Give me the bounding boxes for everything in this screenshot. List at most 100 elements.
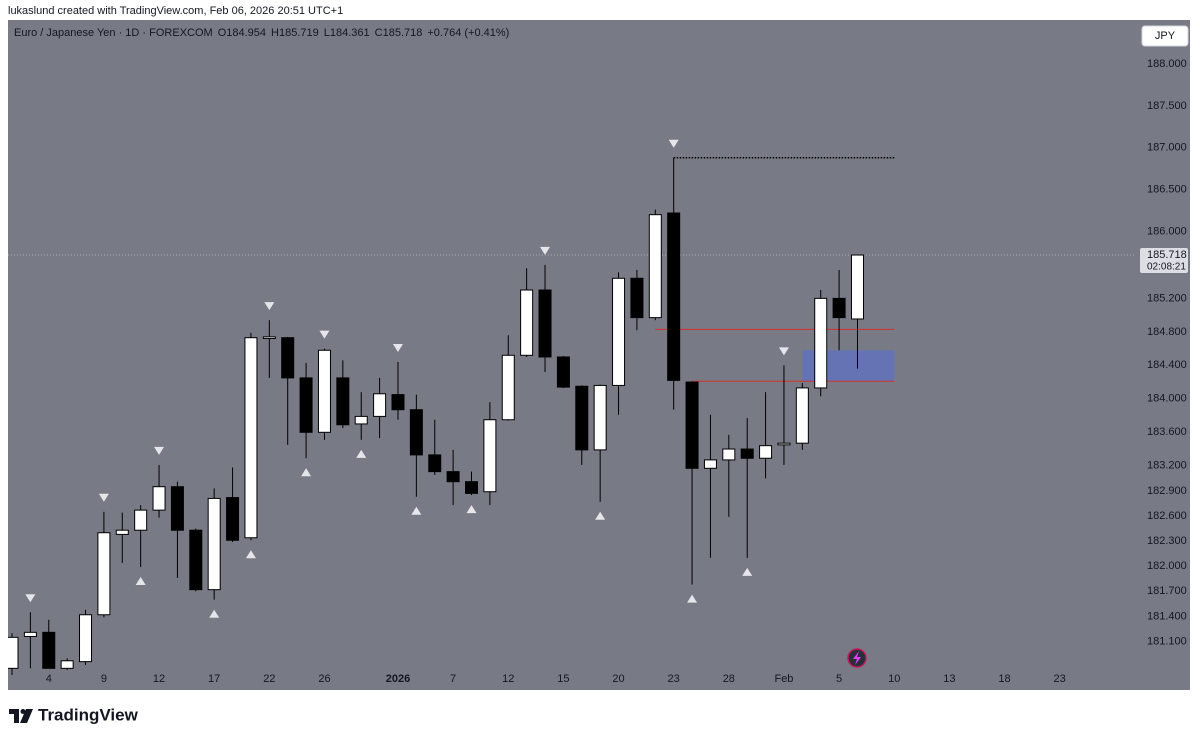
- marker-down: [778, 347, 789, 356]
- x-tick-label: 12: [153, 673, 165, 685]
- x-tick-label: 23: [668, 673, 680, 685]
- plot-area: [8, 139, 1135, 676]
- y-tick-label: 187.500: [1147, 100, 1187, 112]
- x-tick-label: 23: [1054, 673, 1066, 685]
- x-tick-label: 7: [450, 673, 456, 685]
- alert-icon[interactable]: [847, 648, 867, 668]
- marker-down: [319, 330, 330, 339]
- candle-body: [759, 445, 773, 459]
- candle-body: [575, 385, 589, 451]
- y-tick-label: 181.700: [1147, 585, 1187, 597]
- y-tick-label: 186.000: [1147, 225, 1187, 237]
- candle-body: [317, 349, 331, 433]
- candle-body: [612, 277, 626, 386]
- y-tick-label: 182.600: [1147, 510, 1187, 522]
- legend-close: C185.718: [375, 27, 423, 39]
- button-box[interactable]: [1141, 25, 1189, 47]
- x-tick-label: 12: [502, 673, 514, 685]
- x-tick-label: 9: [101, 673, 107, 685]
- currency-button[interactable]: JPY: [1141, 25, 1189, 47]
- candle-body: [667, 212, 681, 381]
- y-tick-label: 182.900: [1147, 485, 1187, 497]
- candle-body: [299, 377, 313, 433]
- logo-mark: [9, 709, 19, 723]
- candle-body: [538, 289, 552, 358]
- candle-body: [593, 384, 607, 451]
- candle-body: [207, 497, 221, 591]
- marker-down: [668, 139, 679, 148]
- logo-mark: [20, 709, 26, 714]
- x-tick-label: 15: [557, 673, 569, 685]
- y-tick-label: 183.600: [1147, 426, 1187, 438]
- candle-body: [703, 459, 717, 469]
- y-tick-label: 182.300: [1147, 535, 1187, 547]
- candle-body: [42, 631, 56, 669]
- legend-low: L184.361: [324, 27, 370, 39]
- candle-body: [409, 409, 423, 456]
- candle-body: [832, 297, 846, 319]
- marker-down: [264, 302, 275, 311]
- x-tick-label: 22: [263, 673, 275, 685]
- x-tick-label: 10: [888, 673, 900, 685]
- candle-body: [722, 448, 736, 461]
- y-tick-label: 188.000: [1147, 58, 1187, 70]
- symbol: Euro / Japanese Yen · 1D · FOREXCOM: [14, 27, 213, 39]
- candle-body: [336, 377, 350, 426]
- marker-up: [301, 468, 312, 477]
- candle-body: [483, 419, 497, 493]
- candle-body: [373, 393, 387, 417]
- legend-high: H185.719: [271, 27, 319, 39]
- x-tick-label: 5: [836, 673, 842, 685]
- marker-up: [135, 577, 146, 586]
- candle-body: [189, 529, 203, 591]
- candle-body: [648, 214, 662, 319]
- chart-panel: [8, 20, 1190, 690]
- candle-body: [262, 336, 276, 340]
- candle-body: [685, 381, 699, 469]
- x-tick-label: 13: [943, 673, 955, 685]
- candle-body: [814, 297, 828, 389]
- y-tick-label: 186.500: [1147, 183, 1187, 195]
- credit: lukaslund created with TradingView.com, …: [8, 5, 343, 17]
- candle-body: [354, 415, 368, 425]
- x-tick-label: 26: [318, 673, 330, 685]
- price-tag-value: 185.718: [1147, 249, 1187, 261]
- x-tick-label: 2026: [386, 673, 410, 685]
- x-tick-label: Feb: [774, 673, 793, 685]
- y-tick-label: 185.200: [1147, 292, 1187, 304]
- candle-body: [446, 471, 460, 483]
- candle-body: [520, 289, 534, 356]
- chart-header: Euro / Japanese Yen · 1D · FOREXCOM O184.…: [14, 27, 509, 39]
- y-tick-label: 184.400: [1147, 359, 1187, 371]
- logo-mark: [20, 709, 33, 723]
- candle-body: [795, 387, 809, 444]
- y-tick-label: 182.000: [1147, 560, 1187, 572]
- button-label[interactable]: JPY: [1155, 30, 1176, 42]
- candle-body: [465, 481, 478, 494]
- y-tick-label: 181.400: [1147, 610, 1187, 622]
- marker-up: [742, 567, 753, 576]
- y-tick-label: 181.100: [1147, 635, 1187, 647]
- marker-up: [411, 506, 422, 515]
- x-tick-label: 20: [612, 673, 624, 685]
- x-tick-label: 28: [723, 673, 735, 685]
- candle-body: [226, 497, 240, 541]
- candle-body: [170, 486, 184, 531]
- y-tick-label: 183.200: [1147, 460, 1187, 472]
- candle-body: [281, 337, 295, 379]
- marker-up: [209, 609, 220, 618]
- candle-body: [391, 394, 405, 411]
- x-tick-label: 4: [46, 673, 52, 685]
- icon-bolt[interactable]: [853, 651, 861, 665]
- candle-body: [134, 509, 148, 531]
- brand-logo: TradingView: [9, 705, 139, 724]
- marker-up: [595, 511, 606, 520]
- marker-down: [392, 343, 403, 352]
- candle-body: [152, 486, 166, 511]
- marker-down: [154, 446, 165, 455]
- marker-down: [25, 594, 36, 603]
- marker-down: [98, 493, 109, 502]
- marker-up: [245, 550, 256, 559]
- brand: TradingView: [38, 705, 139, 724]
